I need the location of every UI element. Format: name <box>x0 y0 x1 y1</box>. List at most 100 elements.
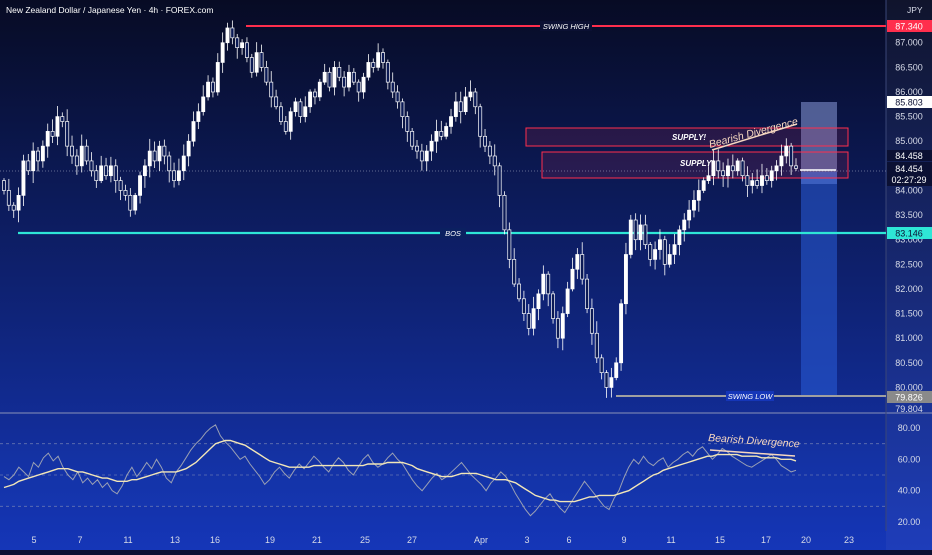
candle-body <box>706 175 711 181</box>
candle-body <box>604 372 609 388</box>
candle-body <box>254 52 259 73</box>
candle-body <box>376 52 381 68</box>
candle-body <box>16 195 21 211</box>
candle-body <box>478 106 483 137</box>
projection-risk-box <box>801 172 837 396</box>
supply-label-upper: SUPPLY! <box>672 133 706 142</box>
price-label-target: 85.803 <box>887 96 932 108</box>
candle-body <box>565 288 570 314</box>
candle-body <box>249 57 254 73</box>
candle-body <box>235 37 240 49</box>
candle-body <box>585 278 590 309</box>
candle-body <box>760 175 764 186</box>
candle-body <box>196 111 201 122</box>
candle-body <box>104 165 108 177</box>
candle-body <box>279 106 283 122</box>
candle-body <box>395 91 400 103</box>
price-divergence-line <box>711 123 798 151</box>
candle-body <box>118 180 123 191</box>
svg-text:84.454: 84.454 <box>895 164 923 174</box>
candle-body <box>526 313 531 329</box>
candle-body <box>220 42 225 63</box>
candle-body <box>546 273 551 295</box>
candle-body <box>721 170 726 177</box>
supply-zone-lower <box>541 151 849 179</box>
candle-body <box>415 145 419 152</box>
candle-body <box>560 313 565 339</box>
candle-body <box>429 140 434 152</box>
candle-body <box>570 268 575 290</box>
rsi-divergence-line <box>709 449 796 457</box>
candle-body <box>619 303 624 364</box>
candle-body <box>740 160 745 177</box>
svg-text:85.803: 85.803 <box>895 98 923 108</box>
candle-body <box>400 101 405 117</box>
candle-body <box>692 199 696 211</box>
candle-body <box>21 160 26 196</box>
candle-body <box>342 76 347 88</box>
candle-body <box>555 318 560 339</box>
candle-body <box>79 145 84 167</box>
candle-body <box>609 377 614 388</box>
price-tick-label: 80.000 <box>895 382 923 392</box>
candle-body <box>89 160 94 172</box>
candle-body <box>623 254 628 305</box>
price-tick-label: 80.500 <box>895 358 923 368</box>
bar-countdown: 02:27:29 <box>891 175 926 185</box>
candle-body <box>381 52 385 63</box>
candle-body <box>385 62 390 83</box>
candle-body <box>74 155 79 167</box>
time-tick-label: 11 <box>123 535 132 545</box>
candle-body <box>769 170 774 181</box>
candle-body <box>322 71 327 83</box>
candle-body <box>628 219 633 255</box>
rsi-axis[interactable]: 80.00 60.00 40.00 20.00 <box>898 423 921 527</box>
time-tick-label: 19 <box>265 535 275 545</box>
price-tick-label: 81.500 <box>895 309 923 319</box>
candle-body <box>502 195 507 231</box>
candle-body <box>26 160 31 172</box>
candle-body <box>337 67 342 78</box>
price-axis[interactable]: 87.00086.50086.00085.50085.00084.50084.0… <box>895 38 923 393</box>
swing-high-label: SWING HIGH <box>543 22 590 31</box>
time-axis[interactable]: 5 7 11 13 16 19 21 25 27 Apr 3 6 9 11 15 17 20 23 <box>31 535 854 545</box>
currency-label: JPY <box>907 5 923 15</box>
candle-body <box>653 249 658 260</box>
rsi-ma-line <box>3 439 797 503</box>
candle-body <box>94 170 99 181</box>
candle-body <box>735 160 740 172</box>
candle-body <box>667 254 672 265</box>
candle-body <box>701 180 706 191</box>
candle-body <box>6 190 11 206</box>
candle-body <box>303 106 308 117</box>
candle-body <box>181 155 186 172</box>
price-axis-background[interactable] <box>886 0 932 550</box>
candle-body <box>298 101 303 117</box>
supply-label-lower: SUPPLY! <box>680 159 714 168</box>
candle-body <box>764 175 769 181</box>
candle-body <box>390 81 395 93</box>
candle-body <box>444 126 449 137</box>
price-tick-label: 82.500 <box>895 259 923 269</box>
candle-body <box>215 62 220 93</box>
candle-body <box>138 175 142 196</box>
swing-high-label-bg <box>540 21 592 31</box>
candle-body <box>633 219 638 241</box>
chart-title: New Zealand Dollar / Japanese Yen · 4h ·… <box>6 5 213 15</box>
candle-body <box>36 150 40 162</box>
price-tick-label: 84.000 <box>895 185 923 195</box>
candle-body <box>55 116 60 137</box>
candle-body <box>356 81 361 93</box>
candle-body <box>512 259 517 285</box>
candle-body <box>589 308 594 334</box>
candle-body <box>517 283 521 300</box>
candle-body <box>696 190 701 201</box>
rsi-tick-label: 20.00 <box>898 517 921 527</box>
candle-body <box>536 293 541 309</box>
candle-body <box>463 96 468 113</box>
price-tick-label: 85.500 <box>895 112 923 122</box>
candle-body <box>70 145 74 157</box>
candle-body <box>152 150 157 162</box>
candle-body <box>244 42 249 58</box>
